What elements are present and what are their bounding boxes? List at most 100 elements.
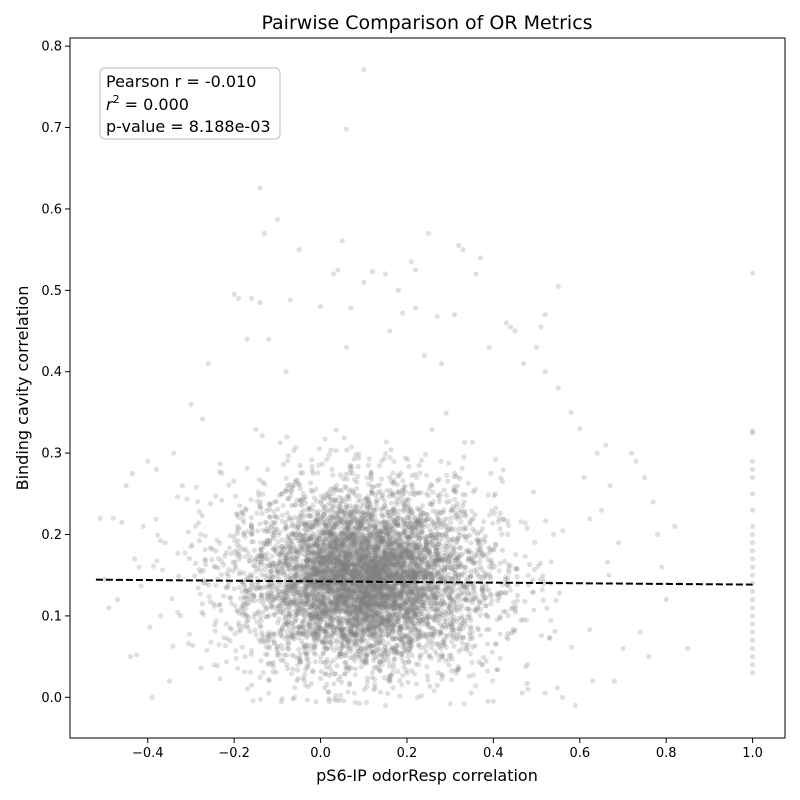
data-point [349, 570, 355, 576]
data-point [367, 555, 373, 561]
data-point [441, 556, 447, 562]
data-point [450, 537, 456, 543]
data-point [494, 617, 500, 623]
data-point [411, 610, 417, 617]
data-point [364, 567, 370, 573]
data-point [370, 523, 376, 529]
data-point [352, 641, 358, 647]
data-point [340, 586, 346, 592]
data-point [366, 581, 372, 587]
data-point [299, 502, 305, 508]
data-point [207, 545, 213, 551]
data-point [371, 581, 377, 587]
data-point [218, 607, 224, 614]
data-point [322, 569, 328, 576]
data-point [341, 617, 347, 623]
data-point [297, 462, 303, 469]
data-point [273, 550, 280, 556]
data-point [428, 586, 434, 592]
data-point [384, 540, 390, 547]
data-point [328, 645, 334, 651]
data-point [315, 470, 321, 476]
data-point [314, 637, 320, 644]
data-point [503, 590, 509, 597]
data-point [379, 495, 386, 501]
data-point [395, 542, 401, 548]
data-point [313, 567, 319, 573]
data-point [339, 650, 345, 656]
data-point [394, 648, 400, 654]
data-point [399, 651, 405, 657]
data-point [425, 563, 432, 569]
data-point [461, 618, 467, 624]
data-point [237, 503, 243, 509]
data-point [353, 543, 359, 549]
data-point [396, 574, 403, 580]
data-point [268, 524, 274, 530]
data-point [446, 584, 452, 590]
data-point [461, 634, 467, 640]
data-point [348, 562, 355, 568]
data-point [287, 482, 293, 488]
data-point [309, 564, 315, 571]
data-point [452, 470, 458, 477]
data-point [414, 536, 420, 542]
data-point [410, 602, 416, 608]
data-point [337, 472, 344, 478]
data-point [587, 516, 593, 522]
data-point [255, 585, 261, 591]
data-point [309, 548, 315, 554]
data-point [396, 618, 402, 624]
data-point [287, 607, 293, 613]
data-point [376, 646, 382, 652]
data-point [384, 570, 390, 576]
data-point [274, 526, 280, 532]
data-point [358, 569, 364, 575]
data-point [272, 513, 278, 519]
data-point [417, 656, 423, 662]
data-point [257, 499, 264, 505]
data-point [322, 436, 328, 442]
data-point [358, 523, 364, 529]
data-point [386, 544, 392, 551]
data-point [269, 592, 276, 598]
data-point [316, 553, 322, 559]
data-point [438, 524, 444, 530]
data-point [308, 556, 314, 562]
data-point [448, 576, 454, 582]
data-point [153, 516, 159, 522]
data-point [477, 529, 483, 535]
data-point [419, 577, 425, 583]
data-point [414, 547, 420, 553]
data-point [332, 582, 338, 588]
data-point [288, 671, 295, 677]
data-point [186, 631, 192, 637]
data-point [369, 568, 375, 574]
data-point [313, 518, 319, 524]
data-point [422, 554, 428, 560]
data-point [429, 427, 435, 433]
data-point [444, 564, 450, 570]
data-point [405, 609, 411, 616]
data-point [477, 564, 483, 570]
data-point [265, 594, 271, 600]
data-point [368, 511, 374, 517]
data-point [430, 508, 436, 514]
data-point [338, 604, 344, 611]
data-point [412, 608, 418, 614]
data-point [333, 606, 339, 612]
data-point [531, 589, 537, 595]
data-point [344, 476, 350, 482]
data-point [376, 588, 382, 594]
data-point [262, 481, 268, 487]
data-point [467, 574, 473, 580]
data-point [369, 572, 375, 579]
data-point [406, 553, 412, 559]
data-point [342, 483, 348, 490]
data-point [295, 676, 301, 682]
data-point [174, 494, 181, 500]
data-point [399, 643, 405, 650]
data-point [456, 648, 462, 654]
data-point [373, 605, 379, 612]
data-point [285, 604, 291, 610]
